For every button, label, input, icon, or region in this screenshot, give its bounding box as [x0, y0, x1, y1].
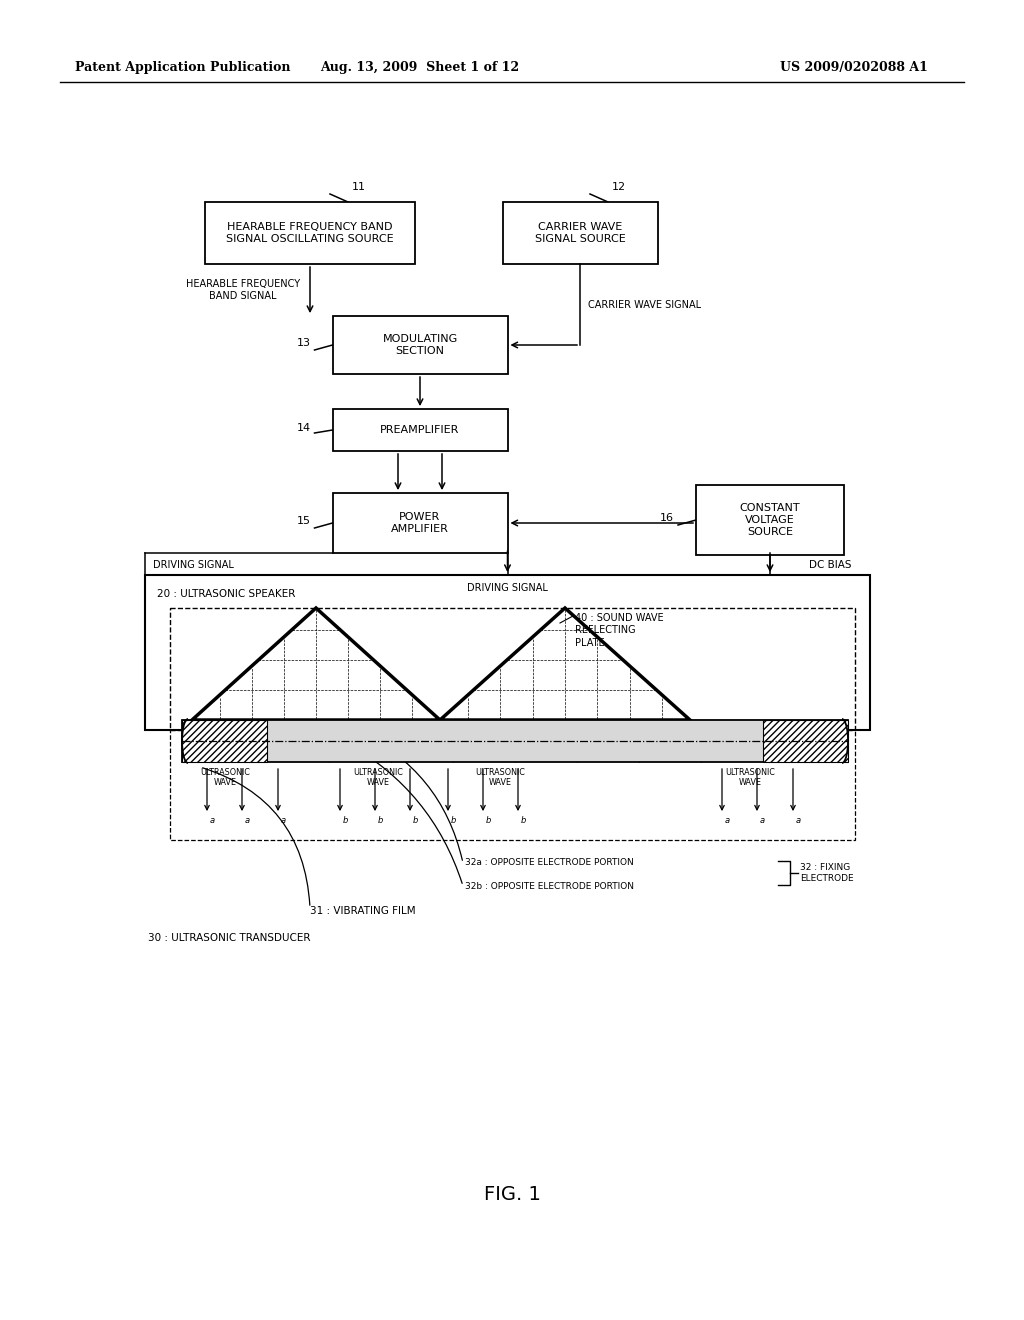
Bar: [333, 492, 508, 553]
Text: US 2009/0202088 A1: US 2009/0202088 A1: [780, 62, 928, 74]
Text: ULTRASONIC
WAVE: ULTRASONIC WAVE: [725, 768, 775, 788]
Text: DRIVING SIGNAL: DRIVING SIGNAL: [153, 560, 233, 570]
Text: b: b: [413, 816, 419, 825]
Text: 30 : ULTRASONIC TRANSDUCER: 30 : ULTRASONIC TRANSDUCER: [148, 933, 310, 942]
Text: 32a : OPPOSITE ELECTRODE PORTION: 32a : OPPOSITE ELECTRODE PORTION: [465, 858, 634, 867]
Text: 31 : VIBRATING FILM: 31 : VIBRATING FILM: [310, 906, 416, 916]
Text: 32b : OPPOSITE ELECTRODE PORTION: 32b : OPPOSITE ELECTRODE PORTION: [465, 882, 634, 891]
Bar: [696, 484, 844, 554]
Text: 32 : FIXING
ELECTRODE: 32 : FIXING ELECTRODE: [800, 863, 854, 883]
Text: a: a: [796, 816, 801, 825]
Bar: [182, 719, 848, 762]
Text: PREAMPLIFIER: PREAMPLIFIER: [380, 425, 460, 436]
Text: CONSTANT
VOLTAGE
SOURCE: CONSTANT VOLTAGE SOURCE: [739, 503, 801, 537]
Text: MODULATING
SECTION: MODULATING SECTION: [382, 334, 458, 356]
Text: ULTRASONIC
WAVE: ULTRASONIC WAVE: [200, 768, 250, 788]
Bar: [182, 719, 267, 762]
Text: ULTRASONIC
WAVE: ULTRASONIC WAVE: [475, 768, 525, 788]
Text: b: b: [451, 816, 457, 825]
Text: 20 : ULTRASONIC SPEAKER: 20 : ULTRASONIC SPEAKER: [157, 589, 295, 599]
Text: Patent Application Publication: Patent Application Publication: [75, 62, 291, 74]
Text: a: a: [760, 816, 765, 825]
Text: CARRIER WAVE
SIGNAL SOURCE: CARRIER WAVE SIGNAL SOURCE: [535, 222, 626, 244]
Bar: [145, 576, 870, 730]
Bar: [333, 409, 508, 451]
Text: b: b: [343, 816, 348, 825]
Text: DC BIAS: DC BIAS: [809, 560, 851, 570]
Bar: [170, 609, 855, 730]
Text: Aug. 13, 2009  Sheet 1 of 12: Aug. 13, 2009 Sheet 1 of 12: [321, 62, 519, 74]
Text: FIG. 1: FIG. 1: [483, 1185, 541, 1204]
Text: 15: 15: [297, 516, 310, 525]
Text: 16: 16: [660, 513, 674, 523]
Text: ULTRASONIC
WAVE: ULTRASONIC WAVE: [353, 768, 402, 788]
Text: b: b: [378, 816, 383, 825]
Bar: [205, 202, 415, 264]
Text: CARRIER WAVE SIGNAL: CARRIER WAVE SIGNAL: [588, 300, 701, 309]
Text: HEARABLE FREQUENCY BAND
SIGNAL OSCILLATING SOURCE: HEARABLE FREQUENCY BAND SIGNAL OSCILLATI…: [226, 222, 394, 244]
Text: a: a: [245, 816, 250, 825]
Text: 12: 12: [612, 182, 626, 191]
Text: HEARABLE FREQUENCY
BAND SIGNAL: HEARABLE FREQUENCY BAND SIGNAL: [186, 280, 300, 301]
Text: b: b: [486, 816, 492, 825]
Text: a: a: [725, 816, 730, 825]
Text: DRIVING SIGNAL: DRIVING SIGNAL: [467, 583, 548, 593]
Text: a: a: [281, 816, 286, 825]
Bar: [170, 609, 855, 840]
Bar: [333, 315, 508, 374]
Bar: [503, 202, 657, 264]
Text: 40 : SOUND WAVE
REFLECTING
PLATE: 40 : SOUND WAVE REFLECTING PLATE: [575, 612, 664, 648]
Text: 13: 13: [297, 338, 310, 348]
Text: POWER
AMPLIFIER: POWER AMPLIFIER: [391, 512, 449, 535]
Bar: [763, 719, 848, 762]
Text: 11: 11: [352, 182, 366, 191]
Text: b: b: [521, 816, 526, 825]
Text: 14: 14: [296, 422, 310, 433]
Text: a: a: [210, 816, 215, 825]
